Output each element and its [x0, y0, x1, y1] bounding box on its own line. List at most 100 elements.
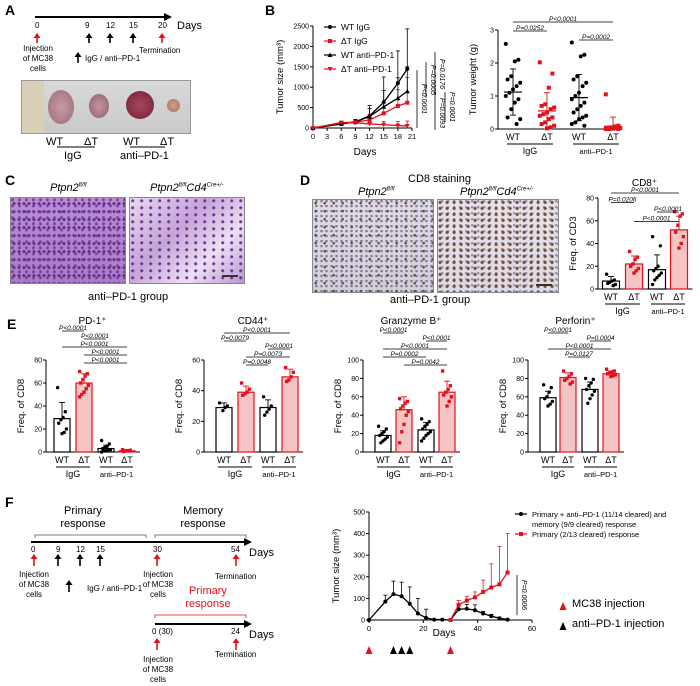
- E_pd1-data-point: [57, 421, 61, 425]
- E_gzmb-data-point: [406, 409, 411, 414]
- B_weight-data-point: [550, 115, 555, 120]
- a-day-9: 9: [85, 21, 90, 30]
- f-primary-red-bracket: [154, 614, 247, 618]
- D_cd8-x-tick-label: ΔT: [673, 292, 685, 302]
- F_growth-y-tick-label: 400: [353, 531, 365, 538]
- D_cd8-data-point: [674, 230, 678, 234]
- D_cd8-data-point: [677, 246, 681, 250]
- B_weight-data-point: [548, 125, 553, 130]
- F_growth-y-axis-label: Tumor size (mm³): [331, 529, 342, 604]
- B_growth-y-tick-label: 500: [297, 105, 309, 112]
- F_growth-x-tick-label: 60: [528, 624, 536, 633]
- E_cd44-data-point: [261, 395, 266, 399]
- B_weight-data-point: [548, 107, 553, 112]
- E_cd44-data-point: [243, 392, 247, 396]
- D_cd8-data-point: [606, 281, 610, 286]
- B_growth-data-point: [367, 121, 373, 127]
- E_perforin-p-value: P<0.0001: [565, 343, 593, 350]
- F_growth-data-point: [464, 598, 469, 603]
- d-title2-sup2: Cre+/-: [516, 186, 534, 193]
- B_weight-x-tick-label: WT: [506, 132, 520, 142]
- D_cd8-y-tick-label: 20: [586, 264, 594, 271]
- E_pd1-data-point: [85, 372, 89, 376]
- E_gzmb-data-point: [419, 417, 424, 421]
- D_cd8-y-tick-label: 0: [590, 287, 594, 294]
- B_growth-series-line: [312, 122, 408, 129]
- F_growth-data-point: [448, 618, 453, 622]
- f-mc38-injection-marker-icon: [447, 646, 454, 654]
- F_growth-data-point: [383, 599, 388, 604]
- E_pd1-data-point: [55, 385, 60, 390]
- B_weight-data-point: [545, 126, 549, 131]
- F_growth-data-point: [464, 606, 469, 611]
- panel-label-d: D: [300, 172, 311, 188]
- E_gzmb-p-value: P<0.0001: [379, 327, 407, 334]
- D_cd8-group-label: IgG: [615, 306, 630, 316]
- B_growth-data-point: [310, 126, 316, 131]
- D_cd8-data-point: [635, 255, 639, 259]
- d-title2-sup: fl/fl: [488, 186, 497, 193]
- B_weight-data-point: [552, 123, 557, 128]
- B_growth-data-point: [404, 123, 410, 129]
- E_cd44-p-value: P=0.0079: [221, 335, 249, 342]
- D_cd8-bar: [669, 229, 689, 290]
- B_weight-data-point: [616, 123, 621, 128]
- E_pd1-data-point: [126, 449, 130, 453]
- E_cd44-data-point: [289, 375, 293, 379]
- f-legend-arrow-icon: [65, 580, 73, 585]
- B_weight-data-point: [569, 40, 574, 45]
- f-mc38-injection-marker-icon: [365, 646, 373, 654]
- E_cd44-data-point: [223, 405, 227, 410]
- E_pd1-data-point: [83, 374, 87, 378]
- B_weight-data-point: [516, 57, 521, 62]
- D_cd8-data-point: [658, 244, 662, 248]
- E_perforin-data-point: [549, 385, 553, 390]
- E_perforin-data-point: [608, 371, 612, 375]
- f-injection2-arrow-icon: [153, 554, 161, 559]
- D_cd8-data-point: [632, 271, 636, 275]
- B_growth-x-tick-label: 18: [394, 132, 402, 141]
- E_gzmb-x-tick-label: WT: [376, 455, 390, 465]
- B_growth-data-point: [381, 104, 387, 109]
- B_growth-legend-marker: [328, 25, 332, 29]
- E_pd1-y-tick-label: 0: [38, 450, 42, 457]
- E_cd44-bar: [215, 406, 233, 453]
- f-memory-bracket: [154, 534, 247, 538]
- B_growth-series-line: [312, 68, 408, 129]
- E_cd44-bar: [259, 406, 277, 453]
- a-day-15: 15: [129, 21, 138, 30]
- B_weight-data-point: [582, 100, 587, 105]
- d-title-ptpn2-cd4cre: Ptpn2fl/flCd4Cre+/-: [460, 186, 533, 198]
- c-title2-sup2: Cre+/-: [206, 182, 224, 189]
- B_weight-data-point: [603, 92, 608, 97]
- B_weight-group-label: IgG: [523, 146, 538, 156]
- F_growth-x-tick-label: 0: [367, 624, 371, 633]
- B_weight-data-point: [611, 126, 615, 131]
- B_weight-data-point: [539, 122, 544, 127]
- E_perforin-data-point: [611, 373, 615, 378]
- B_growth-data-point: [395, 95, 401, 101]
- B_weight-data-point: [573, 94, 578, 98]
- E_perforin-x-tick-label: WT: [541, 455, 555, 465]
- E_perforin-data-point: [591, 377, 595, 382]
- B_weight-data-point: [518, 80, 523, 85]
- d-title2-base: Ptpn2: [460, 186, 489, 198]
- f-day-30: 30: [153, 545, 162, 554]
- E_gzmb-bar: [438, 391, 456, 453]
- B_weight-x-tick-label: ΔT: [541, 132, 553, 142]
- F_growth-data-point: [424, 615, 429, 620]
- E_gzmb-p-value: P<0.0001: [422, 335, 450, 342]
- D_cd8-data-point: [679, 241, 683, 246]
- F_growth-data-point: [505, 617, 510, 622]
- ruler: [22, 81, 44, 133]
- D_cd8-p-value: P=0.0206: [608, 197, 636, 204]
- F_growth-data-point: [497, 616, 502, 621]
- D_cd8-data-point: [650, 234, 655, 239]
- d-caption: anti–PD-1 group: [390, 294, 471, 306]
- B_weight-data-point: [543, 120, 548, 125]
- E_gzmb-data-point: [397, 441, 402, 445]
- F_growth-data-point: [456, 602, 461, 607]
- E_perforin-data-point: [609, 374, 613, 379]
- f-day2-24: 24: [231, 627, 240, 636]
